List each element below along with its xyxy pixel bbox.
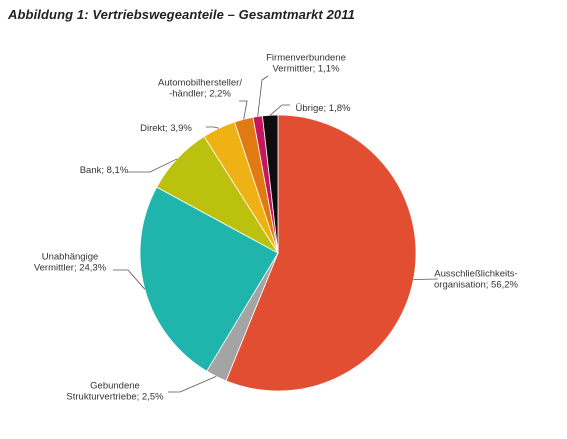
slice-label: Automobilhersteller/-händler; 2,2% [158,78,242,100]
slice-labels: Ausschließlichkeits-organisation; 56,2% G… [34,53,519,403]
leader-lines [113,75,439,393]
pie-slices [139,114,417,392]
slice-label: Direkt; 3,9% [140,123,192,134]
chart-title: Abbildung 1: Vertriebswegeanteile – Gesa… [8,7,355,22]
leader-line [206,126,220,129]
leader-line [269,104,290,116]
leader-line [413,278,439,280]
leader-line [168,376,217,393]
leader-line [257,75,269,117]
slice-label: Bank; 8,1% [80,165,129,176]
slice-label: Firmenverbundene Vermittler; 1,1% [266,53,346,75]
leader-line [128,158,178,173]
slice-label: Gebundene Strukturvertriebe; 2,5% [66,381,164,403]
slice-label: Ausschließlichkeits-organisation; 56,2% [434,269,519,291]
slice-label: Unabhängige Vermittler; 24,3% [34,252,107,274]
leader-line [239,100,248,120]
slice-label: Übrige; 1,8% [296,103,351,114]
pie-slice [261,114,279,254]
leader-line [113,269,146,290]
